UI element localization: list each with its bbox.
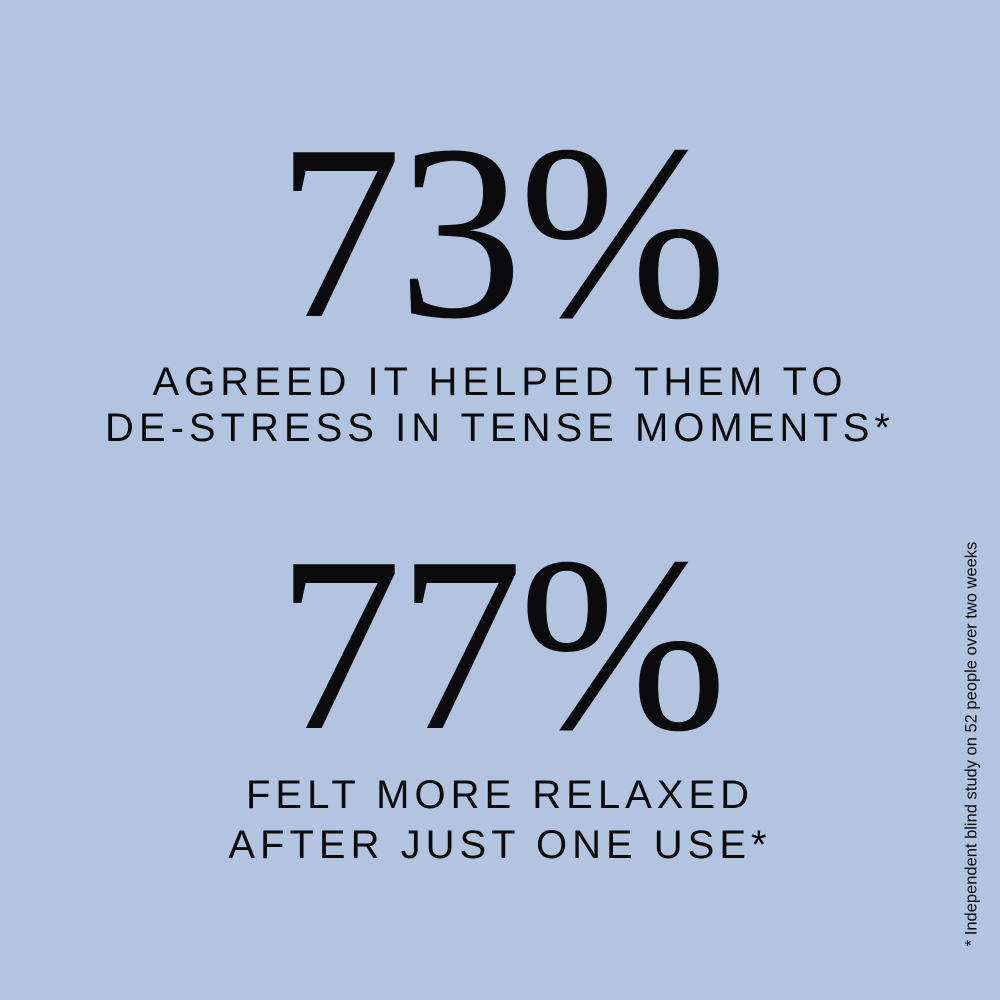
footnote: * Independent blind study on 52 people o… (962, 541, 981, 947)
stat-value-73: 73% (276, 94, 727, 371)
stat-value-77: 77% (276, 506, 727, 783)
stat-caption-line: FELT MORE RELAXED (245, 773, 755, 817)
stat-caption-line: AFTER JUST ONE USE* (228, 823, 772, 867)
stat-caption-line: AGREED IT HELPED THEM TO (152, 360, 848, 404)
stat-caption-line: DE-STRESS IN TENSE MOMENTS* (105, 406, 895, 450)
